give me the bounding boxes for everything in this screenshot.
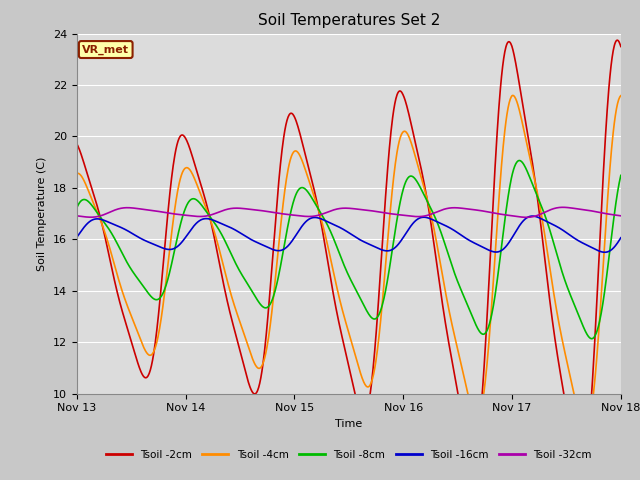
Tsoil -32cm xyxy=(507,213,515,218)
Tsoil -8cm xyxy=(293,190,301,195)
Text: VR_met: VR_met xyxy=(82,44,129,55)
Tsoil -2cm xyxy=(73,141,81,147)
Tsoil -16cm xyxy=(447,225,454,231)
Tsoil -8cm xyxy=(516,157,524,163)
Tsoil -2cm xyxy=(293,120,301,126)
Tsoil -16cm xyxy=(129,231,136,237)
Tsoil -32cm xyxy=(129,205,136,211)
Tsoil -16cm xyxy=(312,215,320,220)
Tsoil -8cm xyxy=(312,203,320,208)
Tsoil -4cm xyxy=(447,314,454,320)
Tsoil -32cm xyxy=(447,205,454,211)
Tsoil -16cm xyxy=(73,234,81,240)
Line: Tsoil -2cm: Tsoil -2cm xyxy=(77,40,621,474)
Tsoil -2cm xyxy=(497,79,505,85)
Line: Tsoil -4cm: Tsoil -4cm xyxy=(77,96,621,430)
Tsoil -32cm xyxy=(559,204,567,210)
Tsoil -4cm xyxy=(617,93,625,98)
Line: Tsoil -8cm: Tsoil -8cm xyxy=(77,160,621,339)
Tsoil -4cm xyxy=(312,200,320,206)
Tsoil -8cm xyxy=(617,172,625,178)
Y-axis label: Soil Temperature (C): Soil Temperature (C) xyxy=(37,156,47,271)
Tsoil -32cm xyxy=(293,213,301,218)
X-axis label: Time: Time xyxy=(335,419,362,429)
Tsoil -2cm xyxy=(312,197,320,203)
Tsoil -2cm xyxy=(447,349,454,355)
Tsoil -32cm xyxy=(523,215,531,220)
Tsoil -4cm xyxy=(582,427,589,432)
Tsoil -16cm xyxy=(507,237,515,242)
Tsoil -4cm xyxy=(73,171,81,177)
Tsoil -16cm xyxy=(601,250,609,255)
Tsoil -4cm xyxy=(497,169,505,175)
Tsoil -8cm xyxy=(447,258,454,264)
Tsoil -4cm xyxy=(509,93,517,98)
Line: Tsoil -16cm: Tsoil -16cm xyxy=(77,216,621,252)
Tsoil -8cm xyxy=(497,248,505,253)
Tsoil -2cm xyxy=(507,41,515,47)
Tsoil -2cm xyxy=(617,44,625,49)
Tsoil -2cm xyxy=(577,471,585,477)
Tsoil -4cm xyxy=(129,316,136,322)
Tsoil -2cm xyxy=(129,342,136,348)
Tsoil -32cm xyxy=(497,211,505,217)
Tsoil -16cm xyxy=(293,231,301,237)
Tsoil -2cm xyxy=(614,37,621,43)
Legend: Tsoil -2cm, Tsoil -4cm, Tsoil -8cm, Tsoil -16cm, Tsoil -32cm: Tsoil -2cm, Tsoil -4cm, Tsoil -8cm, Tsoi… xyxy=(102,445,596,464)
Tsoil -8cm xyxy=(507,178,515,184)
Tsoil -8cm xyxy=(588,336,596,342)
Tsoil -4cm xyxy=(507,95,515,101)
Tsoil -16cm xyxy=(497,248,505,253)
Tsoil -8cm xyxy=(129,268,136,274)
Tsoil -32cm xyxy=(312,213,320,218)
Title: Soil Temperatures Set 2: Soil Temperatures Set 2 xyxy=(258,13,440,28)
Tsoil -4cm xyxy=(293,148,301,154)
Tsoil -16cm xyxy=(617,235,625,240)
Line: Tsoil -32cm: Tsoil -32cm xyxy=(77,207,621,217)
Tsoil -32cm xyxy=(73,213,81,219)
Tsoil -16cm xyxy=(529,213,536,219)
Tsoil -32cm xyxy=(617,213,625,219)
Tsoil -8cm xyxy=(73,205,81,211)
